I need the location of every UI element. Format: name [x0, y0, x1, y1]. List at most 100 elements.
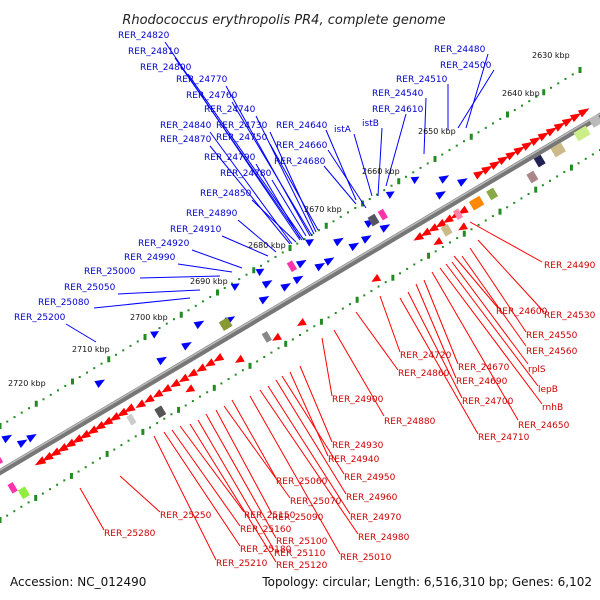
reverse-gene	[34, 456, 47, 466]
gene-label: RER_24910	[170, 225, 222, 235]
reverse-gene	[458, 205, 469, 215]
leader-line	[423, 279, 459, 365]
forward-gene	[385, 191, 395, 199]
gene-label: RER_25010	[340, 553, 392, 563]
forward-gene	[230, 283, 240, 291]
inner-tick	[220, 382, 223, 385]
inner-tick	[549, 179, 551, 182]
forward-gene	[26, 433, 37, 443]
gene-label: RER_24680	[274, 157, 326, 167]
feature-block	[126, 413, 137, 426]
outer-tick	[86, 371, 88, 374]
gene-label: RER_24600	[496, 307, 548, 317]
gene-label: RER_24940	[328, 455, 380, 465]
outer-tick	[383, 189, 386, 192]
reverse-gene	[94, 420, 106, 431]
reverse-gene-labels: RER_24490 RER_24530 RER_24550 RER_24560 RER_…	[104, 261, 596, 571]
inner-tick	[513, 201, 516, 204]
reverse-gene	[569, 113, 582, 123]
kbp-tick-marks	[0, 67, 600, 523]
outer-tick	[318, 229, 320, 232]
feature-block	[486, 187, 499, 201]
inner-tick	[434, 250, 437, 253]
inner-tick	[541, 184, 544, 187]
inner-tick	[506, 206, 509, 209]
gene-label: RER_25120	[276, 561, 328, 571]
outer-tick	[542, 89, 546, 96]
forward-gene	[193, 320, 205, 330]
leader-line	[251, 199, 297, 243]
leader-line	[327, 149, 367, 209]
reverse-gene	[577, 108, 590, 118]
inner-tick	[141, 428, 145, 435]
leader-line	[323, 165, 357, 205]
gene-label: rnhB	[542, 403, 563, 413]
leader-line	[249, 395, 341, 555]
forward-gene	[410, 176, 420, 185]
outer-tick	[202, 300, 204, 303]
outer-tick	[339, 215, 342, 218]
outer-tick	[100, 362, 103, 365]
inner-tick	[13, 510, 16, 513]
gene-label: RER_24650	[518, 421, 570, 431]
reverse-gene	[178, 373, 190, 383]
gene-label: RER_24660	[276, 141, 328, 151]
gene-label: RER_24510	[396, 75, 448, 85]
outer-tick	[57, 389, 59, 392]
gene-label: RER_24780	[220, 169, 272, 179]
inner-tick	[163, 417, 166, 420]
map-title: Rhodococcus erythropolis PR4, complete g…	[122, 13, 445, 28]
outer-tick	[535, 95, 538, 98]
leader-line	[191, 249, 243, 269]
outer-tick	[433, 156, 437, 162]
reverse-gene	[101, 416, 114, 426]
inner-tick	[363, 294, 366, 297]
feature-block	[261, 331, 272, 343]
gene-label: RER_25280	[104, 529, 156, 539]
leader-line	[153, 435, 217, 561]
leader-line	[171, 429, 241, 527]
inner-tick	[477, 223, 480, 226]
inner-tick	[56, 483, 59, 486]
inner-tick	[406, 267, 409, 270]
accession-text: Accession: NC_012490	[10, 575, 146, 589]
gene-label: RER_24800	[140, 63, 192, 73]
inner-tick	[498, 208, 502, 215]
feature-block	[468, 195, 485, 211]
forward-gene	[314, 262, 326, 272]
forward-gene	[348, 242, 360, 252]
outer-tick	[158, 327, 161, 330]
inner-tick	[77, 470, 80, 473]
leader-line	[289, 371, 329, 457]
inner-tick	[263, 356, 266, 359]
inner-tick	[370, 289, 373, 292]
inner-tick	[113, 448, 116, 451]
reverse-gene	[185, 384, 196, 393]
inner-tick	[284, 340, 288, 347]
gene-label: RER_24840	[160, 121, 212, 131]
inner-tick	[456, 237, 459, 240]
outer-tick	[390, 184, 393, 187]
inner-tick	[191, 400, 194, 403]
outer-tick	[484, 126, 487, 129]
kbp-label: 2710 kbp	[72, 345, 110, 354]
forward-gene	[305, 239, 315, 247]
gene-label: RER_24750	[216, 133, 268, 143]
outer-tick	[64, 384, 67, 387]
inner-tick	[484, 219, 487, 222]
forward-gene	[323, 257, 335, 266]
inner-tick	[120, 444, 123, 447]
inner-tick	[449, 241, 451, 244]
inner-tick	[334, 311, 337, 314]
outer-tick	[412, 171, 415, 174]
label-leader-lines	[65, 41, 545, 563]
leader-line	[321, 337, 333, 397]
outer-tick	[93, 367, 96, 370]
gene-label: RER_24490	[544, 261, 596, 271]
inner-tick	[349, 303, 351, 306]
kbp-label: 2660 kbp	[362, 167, 400, 176]
inner-tick	[270, 351, 273, 354]
outer-tick	[129, 344, 132, 347]
outer-tick	[492, 122, 494, 125]
